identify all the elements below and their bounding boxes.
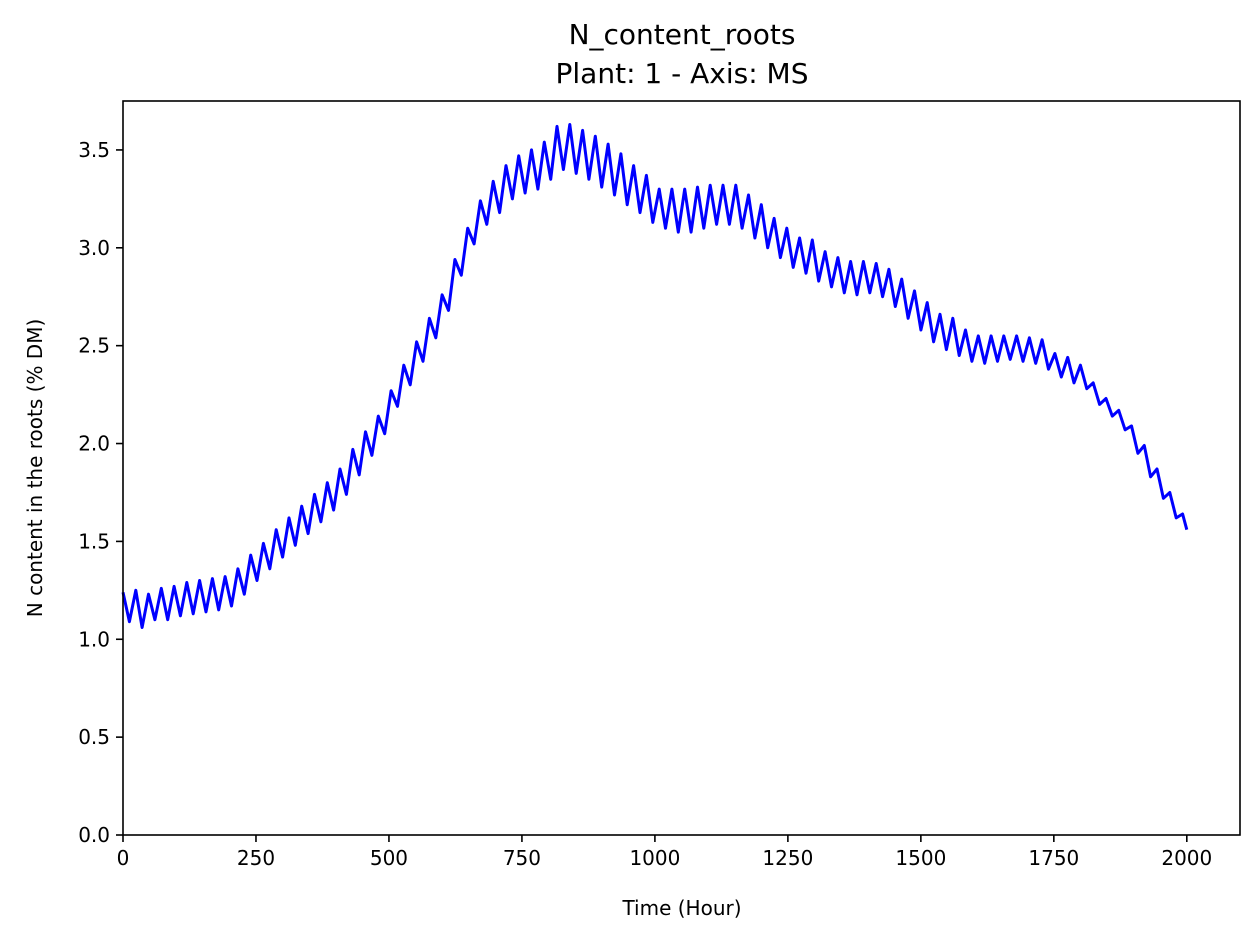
y-tick-label: 0.0 bbox=[78, 823, 110, 847]
x-tick-label: 250 bbox=[237, 846, 275, 870]
y-tick-label: 3.5 bbox=[78, 138, 110, 162]
x-tick-label: 0 bbox=[117, 846, 130, 870]
x-tick-label: 500 bbox=[370, 846, 408, 870]
x-tick-label: 1750 bbox=[1028, 846, 1079, 870]
y-axis-label: N content in the roots (% DM) bbox=[23, 319, 47, 618]
y-tick-label: 1.0 bbox=[78, 627, 110, 651]
x-axis-ticks: 0 250 500 750 1000 1250 1500 1750 2000 bbox=[117, 835, 1212, 870]
x-tick-label: 1500 bbox=[895, 846, 946, 870]
plot-frame bbox=[122, 100, 1241, 836]
x-tick-label: 2000 bbox=[1161, 846, 1212, 870]
y-axis-ticks: 0.0 0.5 1.0 1.5 2.0 2.5 3.0 3.5 bbox=[78, 138, 123, 847]
series-line bbox=[121, 123, 1189, 629]
x-tick-label: 1250 bbox=[762, 846, 813, 870]
x-tick-label: 1000 bbox=[629, 846, 680, 870]
x-axis-label: Time (Hour) bbox=[621, 896, 741, 920]
y-tick-label: 1.5 bbox=[78, 529, 110, 553]
y-tick-label: 0.5 bbox=[78, 725, 110, 749]
y-tick-label: 2.5 bbox=[78, 334, 110, 358]
chart-subtitle: Plant: 1 - Axis: MS bbox=[556, 57, 809, 90]
y-tick-label: 2.0 bbox=[78, 432, 110, 456]
chart-title: N_content_roots bbox=[569, 18, 796, 51]
y-tick-label: 3.0 bbox=[78, 236, 110, 260]
series-layer bbox=[121, 123, 1189, 629]
x-tick-label: 750 bbox=[503, 846, 541, 870]
